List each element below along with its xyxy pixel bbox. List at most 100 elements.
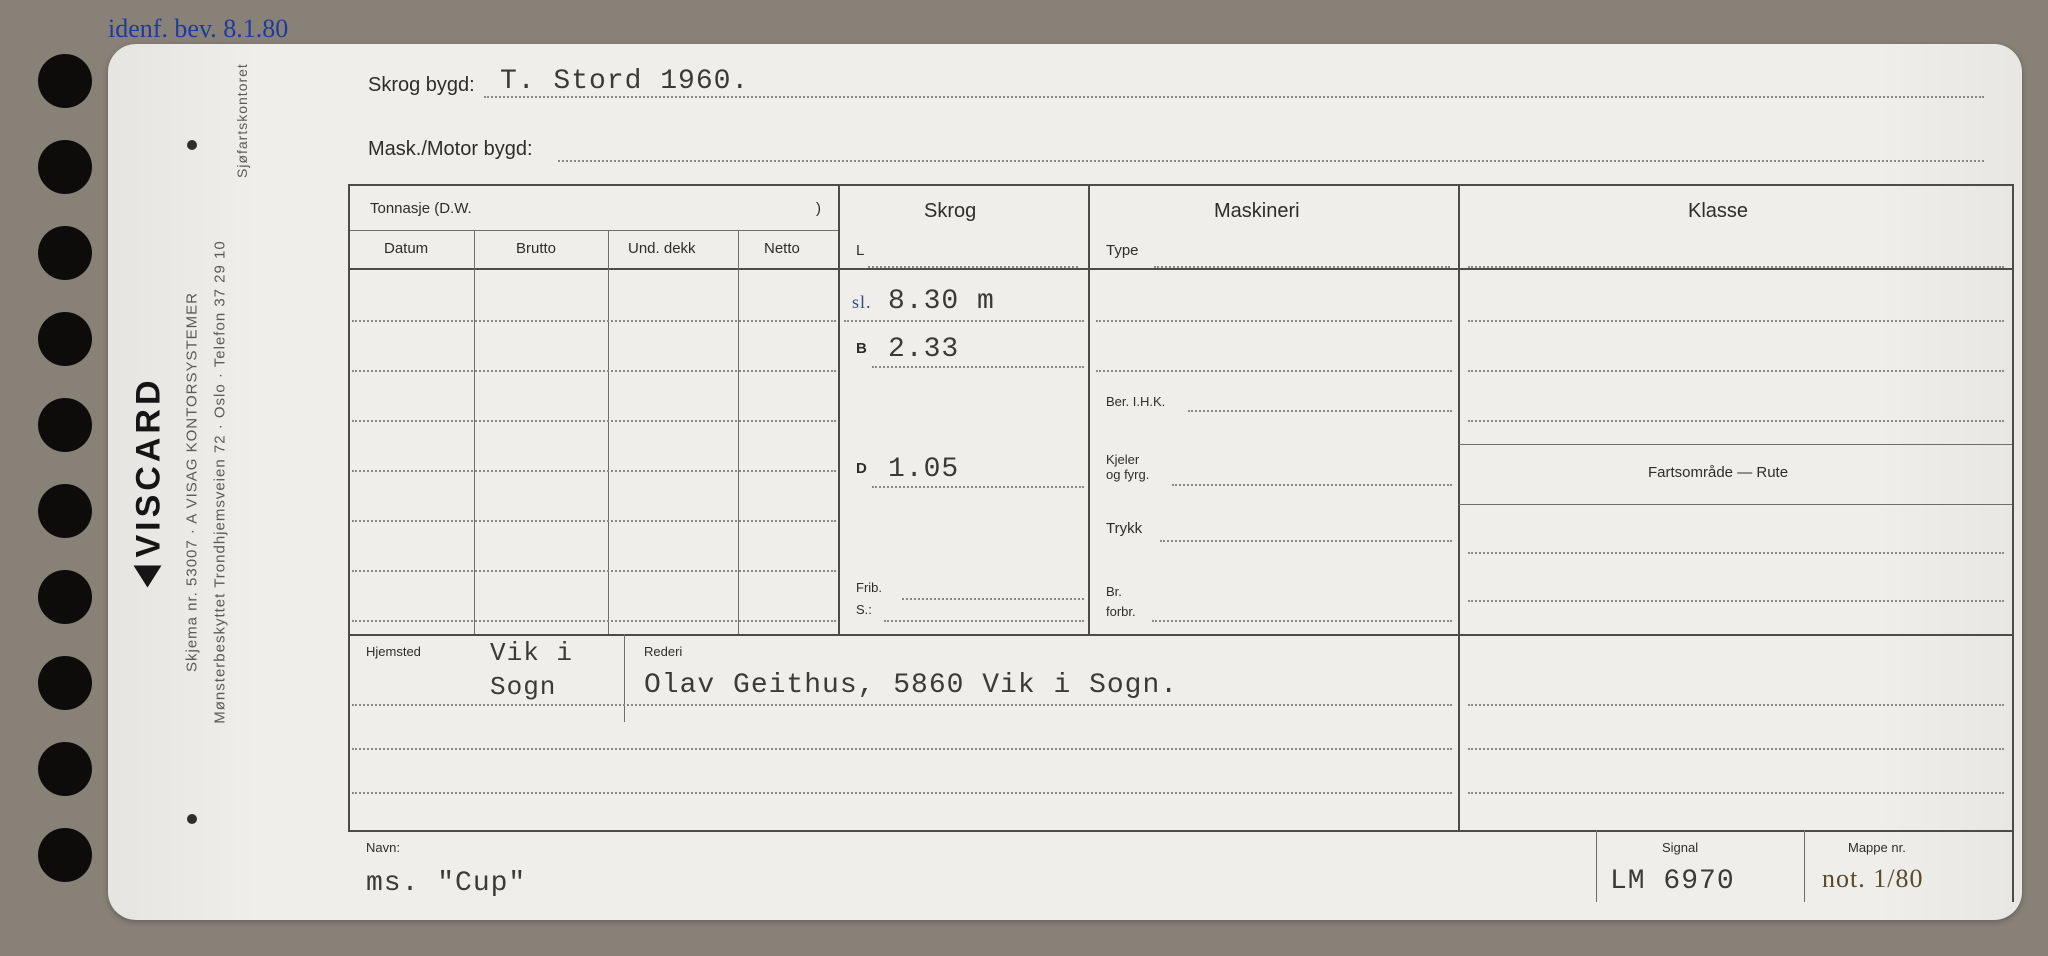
tonnasje-label: Tonnasje (D.W. xyxy=(370,200,472,217)
skrog-D-value: 1.05 xyxy=(888,454,959,485)
rule xyxy=(348,184,2012,186)
navn-value: ms. "Cup" xyxy=(366,868,526,899)
hjemsted-value-2: Sogn xyxy=(490,672,556,702)
maskineri-br-label: Br. xyxy=(1106,584,1122,599)
dotted-line xyxy=(884,620,1084,622)
skrog-L-value: 8.30 m xyxy=(888,286,995,317)
form-area: Skrog bygd: T. Stord 1960. Mask./Motor b… xyxy=(248,44,2022,920)
skrog-bygd-label: Skrog bygd: xyxy=(368,74,475,97)
punch-hole xyxy=(38,140,92,194)
dotted-line xyxy=(558,160,1984,162)
dotted-line xyxy=(352,420,836,422)
dotted-line xyxy=(352,470,836,472)
dotted-line xyxy=(1468,552,2004,554)
rederi-label: Rederi xyxy=(644,644,682,659)
dotted-line xyxy=(872,366,1084,368)
dotted-line xyxy=(872,486,1084,488)
imprint-text-1: Skjema nr. 53007 · A VISAG KONTORSYSTEME… xyxy=(184,292,201,672)
dotted-line xyxy=(1188,410,1452,412)
skrog-D-label: D xyxy=(856,460,867,477)
dotted-line xyxy=(1468,748,2004,750)
dotted-line xyxy=(868,266,1078,268)
rule xyxy=(1458,184,1460,830)
navn-label: Navn: xyxy=(366,840,400,855)
maskineri-trykk-label: Trykk xyxy=(1106,520,1142,537)
dotted-line xyxy=(1468,420,2004,422)
klasse-fart-rute-label: Fartsområde — Rute xyxy=(1648,464,1788,481)
maskineri-kjeler-label: Kjeler og fyrg. xyxy=(1106,452,1149,482)
dotted-line xyxy=(1152,620,1452,622)
dotted-line xyxy=(352,704,1452,706)
imprint-strip-1: Skjema nr. 53007 · A VISAG KONTORSYSTEME… xyxy=(178,44,206,920)
strip-dot-icon xyxy=(187,814,197,824)
skrog-bygd-value: T. Stord 1960. xyxy=(500,66,749,97)
dotted-line xyxy=(1172,484,1452,486)
skrog-L-prefix: sl. xyxy=(852,292,872,313)
rule xyxy=(1458,504,2012,505)
punch-hole xyxy=(38,226,92,280)
skrog-L-label: L xyxy=(856,242,864,259)
dotted-line xyxy=(352,748,1452,750)
signal-value: LM 6970 xyxy=(1610,866,1735,897)
punch-hole xyxy=(38,312,92,366)
punch-hole xyxy=(38,828,92,882)
dotted-line xyxy=(902,598,1084,600)
hjemsted-label: Hjemsted xyxy=(366,644,421,659)
brand-viscard: VISCARD xyxy=(130,376,169,587)
mappe-value: not. 1/80 xyxy=(1822,864,1923,894)
maskineri-header: Maskineri xyxy=(1214,200,1300,223)
dotted-line xyxy=(1154,266,1450,268)
chevron-icon xyxy=(134,566,162,588)
rule xyxy=(348,184,350,830)
skrog-s-label: S.: xyxy=(856,602,872,617)
maskineri-type-label: Type xyxy=(1106,242,1139,259)
rule xyxy=(474,230,475,634)
maskineri-ber-ihk-label: Ber. I.H.K. xyxy=(1106,394,1165,409)
skrog-frib-label: Frib. xyxy=(856,580,882,595)
punch-hole xyxy=(38,570,92,624)
punch-hole xyxy=(38,742,92,796)
punch-hole xyxy=(38,656,92,710)
col-netto: Netto xyxy=(764,240,800,257)
dotted-line xyxy=(352,570,836,572)
imprint-strip-2: Mønsterbeskyttet Trondhjemsveien 72 · Os… xyxy=(206,44,234,920)
dotted-line xyxy=(1468,320,2004,322)
dotted-line xyxy=(1468,370,2004,372)
klasse-header: Klasse xyxy=(1688,200,1748,223)
col-und-dekk: Und. dekk xyxy=(628,240,696,257)
rederi-value: Olav Geithus, 5860 Vik i Sogn. xyxy=(644,670,1178,701)
rule xyxy=(348,230,838,231)
punch-hole xyxy=(38,484,92,538)
rule xyxy=(738,230,739,634)
rule xyxy=(608,230,609,634)
handwriting-top: idenf. bev. 8.1.80 xyxy=(108,14,288,44)
dotted-line xyxy=(352,320,836,322)
dotted-line xyxy=(352,520,836,522)
rule xyxy=(624,634,625,722)
dotted-line xyxy=(352,370,836,372)
dotted-line xyxy=(1096,370,1452,372)
dotted-line xyxy=(352,620,836,622)
skrog-header: Skrog xyxy=(924,200,976,223)
brand-strip: VISCARD xyxy=(126,44,172,920)
tonnasje-close: ) xyxy=(816,200,821,217)
rule xyxy=(1088,184,1090,634)
dotted-line xyxy=(1468,704,2004,706)
col-brutto: Brutto xyxy=(516,240,556,257)
mask-motor-label: Mask./Motor bygd: xyxy=(368,138,533,161)
hjemsted-value-1: Vik i xyxy=(490,638,573,668)
punch-hole xyxy=(38,398,92,452)
signal-label: Signal xyxy=(1662,840,1698,855)
rule xyxy=(348,634,2012,636)
rule xyxy=(1596,830,1597,902)
col-datum: Datum xyxy=(384,240,428,257)
dotted-line xyxy=(484,96,1984,98)
imprint-text-2: Mønsterbeskyttet Trondhjemsveien 72 · Os… xyxy=(212,240,229,723)
rule xyxy=(1458,444,2012,445)
punch-hole xyxy=(38,54,92,108)
dotted-line xyxy=(844,320,1084,322)
brand-text: VISCARD xyxy=(130,376,168,557)
index-card: idenf. bev. 8.1.80 VISCARD Skjema nr. 53… xyxy=(108,44,2022,920)
rule xyxy=(348,268,2012,270)
maskineri-forbr-label: forbr. xyxy=(1106,604,1136,619)
